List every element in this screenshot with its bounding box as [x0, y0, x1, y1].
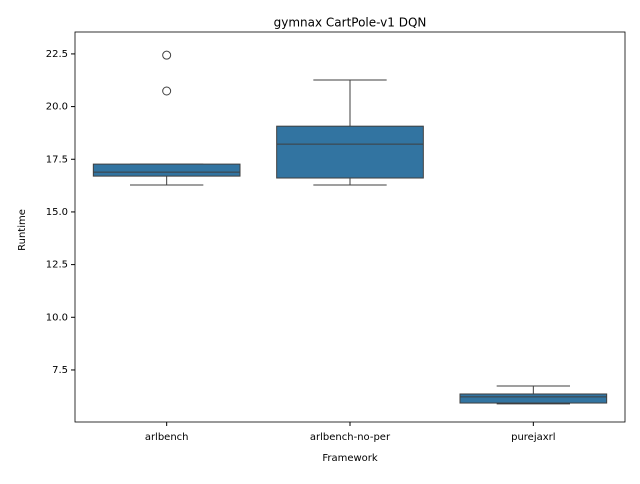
y-tick-label: 15.0 [46, 207, 68, 218]
box [459, 393, 608, 404]
y-tick-label: 22.5 [46, 49, 68, 60]
x-tick-label: purejaxrl [511, 432, 555, 443]
x-tick-label: arlbench [145, 432, 189, 443]
chart-title: gymnax CartPole-v1 DQN [274, 16, 427, 30]
x-tick-label: arlbench-no-per [310, 432, 391, 443]
outlier [162, 86, 172, 96]
x-axis-label: Framework [322, 453, 378, 464]
y-tick-label: 20.0 [46, 102, 68, 113]
y-tick-label: 17.5 [46, 154, 68, 165]
y-tick-label: 10.0 [46, 312, 68, 323]
box [92, 163, 241, 177]
outlier [162, 50, 172, 60]
y-axis-label: Runtime [17, 209, 28, 251]
y-tick-label: 7.5 [52, 365, 68, 376]
box [276, 125, 424, 179]
y-tick-label: 12.5 [46, 260, 68, 271]
